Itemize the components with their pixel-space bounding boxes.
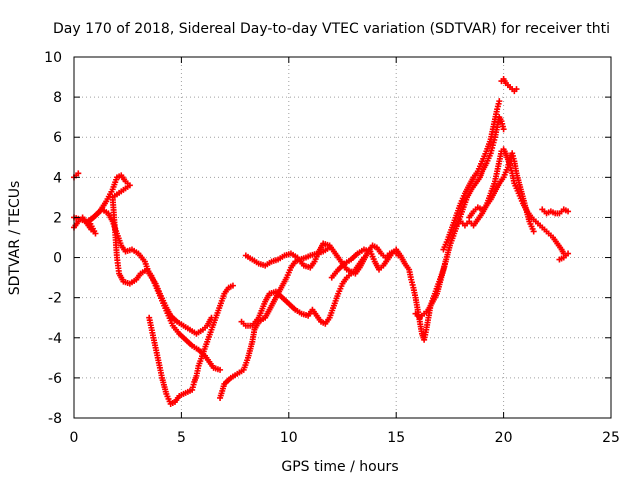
x-tick-label: 15 (387, 430, 405, 446)
y-tick-label: 10 (44, 50, 62, 66)
y-tick-label: -2 (48, 291, 62, 307)
y-tick-label: -8 (48, 411, 62, 427)
data-point-marker (530, 228, 537, 235)
chart-title: Day 170 of 2018, Sidereal Day-to-day VTE… (53, 21, 610, 37)
data-point-marker (496, 98, 503, 105)
y-tick-label: 2 (53, 210, 62, 226)
y-tick-label: -4 (48, 331, 62, 347)
data-point-marker (565, 250, 572, 257)
y-axis-label: SDTVAR / TECUs (7, 181, 23, 296)
x-tick-label: 25 (602, 430, 620, 446)
plot-frame (73, 56, 612, 419)
y-tick-label: 8 (53, 90, 62, 106)
data-point-marker (565, 208, 572, 215)
y-tick-label: 4 (53, 170, 62, 186)
x-tick-label: 20 (495, 430, 513, 446)
x-tick-label: 0 (70, 430, 79, 446)
x-tick-label: 5 (177, 430, 186, 446)
x-tick-label: 10 (280, 430, 298, 446)
axis-ticks: 0 5 10 15 20 25 -8 -6 -4 -2 0 2 4 6 8 10 (44, 50, 620, 446)
y-tick-label: 0 (53, 251, 62, 267)
x-axis-label: GPS time / hours (281, 459, 398, 475)
y-tick-label: -6 (48, 371, 62, 387)
data-point-marker (513, 86, 520, 93)
data-point-marker (217, 366, 224, 373)
y-tick-label: 6 (53, 130, 62, 146)
data-point-marker (75, 170, 82, 177)
data-point-marker (229, 282, 236, 289)
data-point-marker (500, 126, 507, 133)
data-points (71, 76, 572, 407)
grid-lines (74, 57, 611, 418)
